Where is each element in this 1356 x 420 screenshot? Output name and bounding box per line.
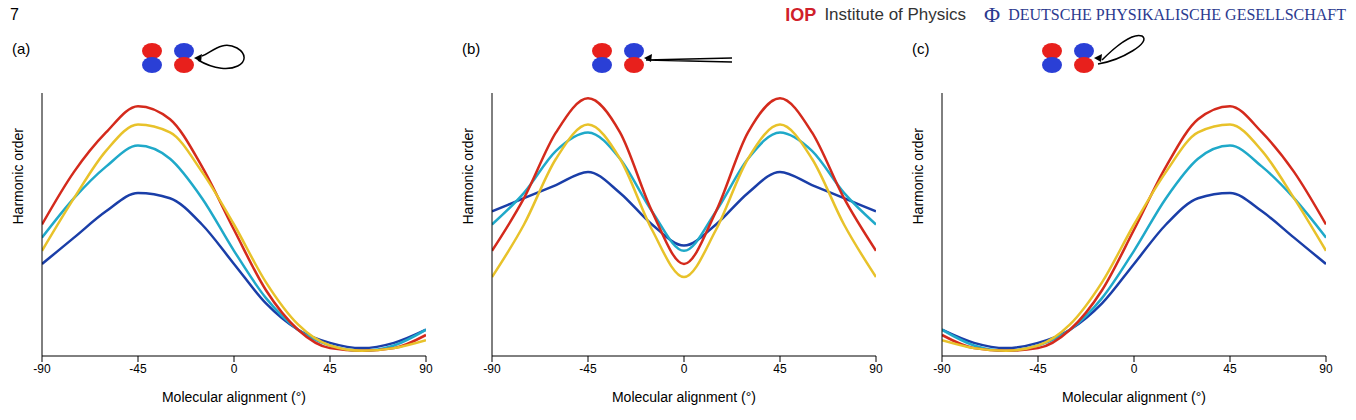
- svg-text:Harmonic order: Harmonic order: [460, 128, 476, 225]
- html-text:(a): (a): [12, 40, 31, 57]
- svg-text:0: 0: [231, 362, 238, 376]
- svg-text:Molecular alignment (°): Molecular alignment (°): [162, 389, 306, 405]
- svg-text:Harmonic order: Harmonic order: [910, 128, 926, 225]
- html-text:IOP Institute of Physics: IOP Institute of Physics: [785, 4, 967, 25]
- svg-text:0: 0: [1131, 362, 1138, 376]
- svg-text:90: 90: [869, 362, 883, 376]
- html-text:7: 7: [10, 6, 19, 23]
- svg-text:-45: -45: [129, 362, 147, 376]
- html-text:Φ DEUTSCHE PHYSIKALISCHE GESEL: Φ DEUTSCHE PHYSIKALISCHE GESELLSCHAFT: [984, 2, 1346, 27]
- svg-text:45: 45: [1223, 362, 1237, 376]
- svg-text:-45: -45: [1029, 362, 1047, 376]
- svg-text:90: 90: [419, 362, 433, 376]
- svg-text:0: 0: [681, 362, 688, 376]
- svg-text:-45: -45: [579, 362, 597, 376]
- svg-text:Molecular alignment (°): Molecular alignment (°): [612, 389, 756, 405]
- svg-text:-90: -90: [483, 362, 501, 376]
- svg-text:45: 45: [323, 362, 337, 376]
- svg-text:45: 45: [773, 362, 787, 376]
- html-text:(c): (c): [912, 40, 930, 57]
- svg-text:Molecular alignment (°): Molecular alignment (°): [1062, 389, 1206, 405]
- svg-text:-90: -90: [933, 362, 951, 376]
- svg-text:Harmonic order: Harmonic order: [10, 128, 26, 225]
- svg-text:90: 90: [1319, 362, 1333, 376]
- html-text:(b): (b): [462, 40, 481, 57]
- svg-text:-90: -90: [33, 362, 51, 376]
